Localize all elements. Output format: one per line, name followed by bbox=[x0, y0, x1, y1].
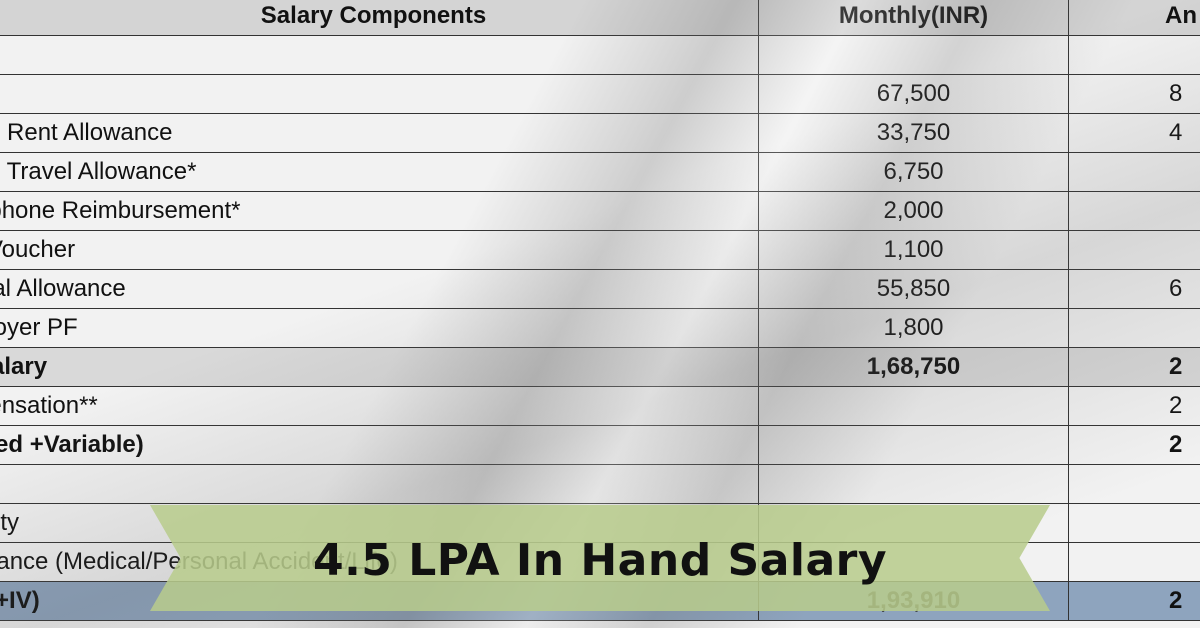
component-label: pensation** bbox=[0, 392, 98, 419]
cell-component: pensation** bbox=[0, 386, 759, 426]
banner-title: 4.5 LPA In Hand Salary bbox=[312, 534, 888, 586]
table-row: ixed +Variable) 2 bbox=[0, 425, 1200, 465]
cell-annual bbox=[1068, 191, 1200, 231]
cell-monthly: 2,000 bbox=[758, 191, 1069, 231]
header-monthly: Monthly(INR) bbox=[758, 0, 1069, 36]
cell-monthly bbox=[758, 386, 1069, 426]
header-annual: An bbox=[1068, 0, 1200, 36]
component-label: se Rent Allowance bbox=[0, 119, 173, 146]
cell-annual bbox=[1068, 35, 1200, 75]
cell-monthly bbox=[758, 425, 1069, 465]
cell-annual: 6 bbox=[1068, 269, 1200, 309]
cell-annual: 2 bbox=[1068, 425, 1200, 465]
cell-annual bbox=[1068, 308, 1200, 348]
table-row: ephone Reimbursement* 2,000 bbox=[0, 191, 1200, 231]
table-row: l Voucher 1,100 bbox=[0, 230, 1200, 270]
cell-annual: 2 bbox=[1068, 581, 1200, 621]
table-row: ployer PF 1,800 bbox=[0, 308, 1200, 348]
cell-annual: 2 bbox=[1068, 386, 1200, 426]
table-row: ve Travel Allowance* 6,750 bbox=[0, 152, 1200, 192]
cell-component bbox=[0, 464, 759, 504]
cell-monthly: 33,750 bbox=[758, 113, 1069, 153]
cell-monthly bbox=[758, 464, 1069, 504]
component-label: Salary bbox=[0, 353, 48, 380]
cell-component: Salary bbox=[0, 347, 759, 387]
cell-component: ixed +Variable) bbox=[0, 425, 759, 465]
cell-annual: 2 bbox=[1068, 347, 1200, 387]
component-label: ephone Reimbursement* bbox=[0, 197, 241, 224]
component-label: ixed +Variable) bbox=[0, 431, 144, 458]
cell-component: l Voucher bbox=[0, 230, 759, 270]
cell-monthly: 55,850 bbox=[758, 269, 1069, 309]
cell-annual bbox=[1068, 152, 1200, 192]
cell-monthly: 6,750 bbox=[758, 152, 1069, 192]
cell-annual: 4 bbox=[1068, 113, 1200, 153]
component-label: cial Allowance bbox=[0, 275, 126, 302]
table-row bbox=[0, 464, 1200, 504]
component-label: ployer PF bbox=[0, 314, 78, 341]
component-label: ve Travel Allowance* bbox=[0, 158, 197, 185]
cell-annual bbox=[1068, 230, 1200, 270]
component-label: tuity bbox=[0, 509, 20, 536]
cell-component: ephone Reimbursement* bbox=[0, 191, 759, 231]
component-label: l Voucher bbox=[0, 236, 76, 263]
cell-annual: 8 bbox=[1068, 74, 1200, 114]
component-label: III+IV) bbox=[0, 587, 40, 614]
table-header-row: Salary Components Monthly(INR) An bbox=[0, 0, 1200, 36]
cell-annual bbox=[1068, 464, 1200, 504]
cell-monthly: 1,68,750 bbox=[758, 347, 1069, 387]
cell-component bbox=[0, 35, 759, 75]
cell-monthly: 1,100 bbox=[758, 230, 1069, 270]
cell-component: se Rent Allowance bbox=[0, 113, 759, 153]
cell-component: ployer PF bbox=[0, 308, 759, 348]
cell-monthly: 67,500 bbox=[758, 74, 1069, 114]
cell-annual bbox=[1068, 542, 1200, 582]
cell-component: cial Allowance bbox=[0, 269, 759, 309]
cell-component: ic bbox=[0, 74, 759, 114]
header-salary-components: Salary Components bbox=[0, 0, 759, 36]
cell-monthly: 1,800 bbox=[758, 308, 1069, 348]
cell-monthly bbox=[758, 35, 1069, 75]
table-row bbox=[0, 35, 1200, 75]
title-banner: 4.5 LPA In Hand Salary bbox=[150, 505, 1050, 611]
cell-annual bbox=[1068, 503, 1200, 543]
table-row: pensation** 2 bbox=[0, 386, 1200, 426]
cell-component: ve Travel Allowance* bbox=[0, 152, 759, 192]
